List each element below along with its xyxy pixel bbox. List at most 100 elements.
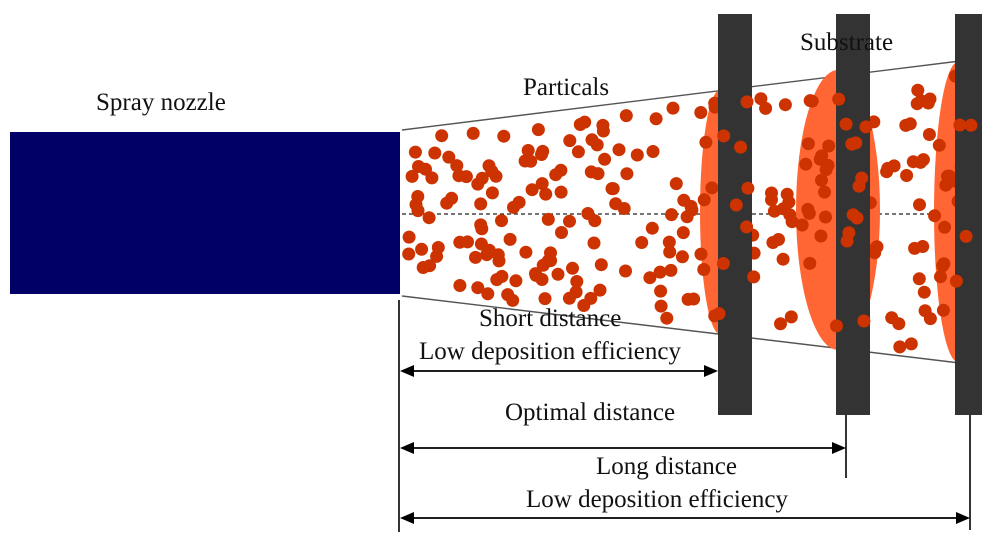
particle [525, 183, 539, 197]
particle [694, 106, 708, 119]
particle [619, 109, 633, 123]
particle [551, 267, 565, 281]
long-distance-label: Long distance [596, 453, 737, 480]
particle [596, 118, 610, 132]
spray-cone-lower-edge [401, 295, 969, 365]
particle [803, 256, 817, 270]
particle [774, 317, 787, 331]
particle [754, 92, 768, 106]
particle [649, 112, 663, 126]
particle [459, 170, 473, 184]
particle [474, 197, 488, 211]
particle [900, 169, 914, 182]
particle [416, 261, 430, 274]
particle [885, 311, 899, 325]
short-distance-label: Short distance [479, 305, 621, 332]
particles-label: Particals [523, 74, 609, 101]
particle [402, 230, 416, 244]
particle [908, 241, 922, 255]
particle [899, 118, 913, 132]
particle [922, 128, 936, 141]
particle [906, 155, 920, 169]
particle [697, 193, 711, 207]
particle [425, 171, 439, 185]
particle [675, 250, 689, 264]
long-efficiency-label: Low deposition efficiency [526, 486, 788, 513]
particle [662, 235, 676, 249]
particle [581, 207, 595, 220]
particle [578, 115, 592, 129]
particle [442, 150, 456, 164]
particle [555, 226, 568, 239]
particle [450, 159, 464, 173]
particle [593, 283, 607, 297]
particle [839, 117, 853, 131]
particle [785, 215, 799, 229]
particle [536, 144, 550, 158]
particle [717, 129, 731, 143]
particle [680, 210, 694, 224]
particle [916, 153, 930, 167]
particle [740, 95, 754, 109]
particle [653, 265, 667, 279]
particle [475, 171, 489, 185]
particle [654, 284, 668, 298]
particle [815, 149, 829, 163]
particle [507, 200, 520, 214]
particle [868, 246, 882, 260]
particle [584, 165, 598, 179]
particle [699, 135, 713, 149]
particle [819, 163, 833, 177]
particle [435, 129, 449, 143]
optimal-distance-label: Optimal distance [505, 399, 675, 426]
particle [765, 186, 778, 200]
particle [734, 140, 748, 154]
particle [566, 261, 579, 275]
particle [422, 211, 436, 225]
particle [799, 157, 813, 171]
particle [832, 92, 846, 106]
particle [609, 197, 623, 211]
particle [759, 101, 773, 115]
particle [605, 182, 619, 196]
particle [654, 299, 668, 313]
particle [544, 246, 557, 260]
substrate-label: Substrate [800, 29, 893, 56]
particle [466, 126, 480, 140]
particle [428, 146, 442, 160]
particle [855, 171, 869, 185]
particle [660, 311, 674, 325]
particle [646, 145, 660, 158]
particle [495, 214, 508, 228]
particle [778, 98, 792, 112]
particle [911, 83, 925, 97]
particle [630, 148, 644, 162]
particle [801, 137, 815, 151]
optimal-distance-arrow [400, 442, 846, 454]
particle [536, 258, 550, 272]
particle [549, 168, 563, 182]
particle [563, 134, 577, 148]
particle [716, 257, 730, 270]
particle [521, 144, 535, 157]
particle [938, 220, 952, 234]
particle [805, 94, 819, 108]
particle [881, 161, 895, 175]
particle [485, 186, 499, 200]
particle [705, 181, 719, 195]
particle [664, 263, 678, 277]
spray-cone-upper-edge [401, 59, 969, 131]
particle [663, 245, 677, 259]
particle [563, 214, 576, 228]
particle [822, 139, 836, 153]
particle [415, 242, 429, 256]
particle [782, 195, 796, 209]
particle [846, 208, 860, 222]
particle [461, 235, 474, 249]
particle-cloud [402, 69, 971, 354]
particle [453, 279, 467, 292]
particle [541, 212, 555, 226]
spray-nozzle-label: Spray nozzle [96, 89, 226, 116]
particle [669, 177, 683, 191]
particle [485, 164, 499, 178]
